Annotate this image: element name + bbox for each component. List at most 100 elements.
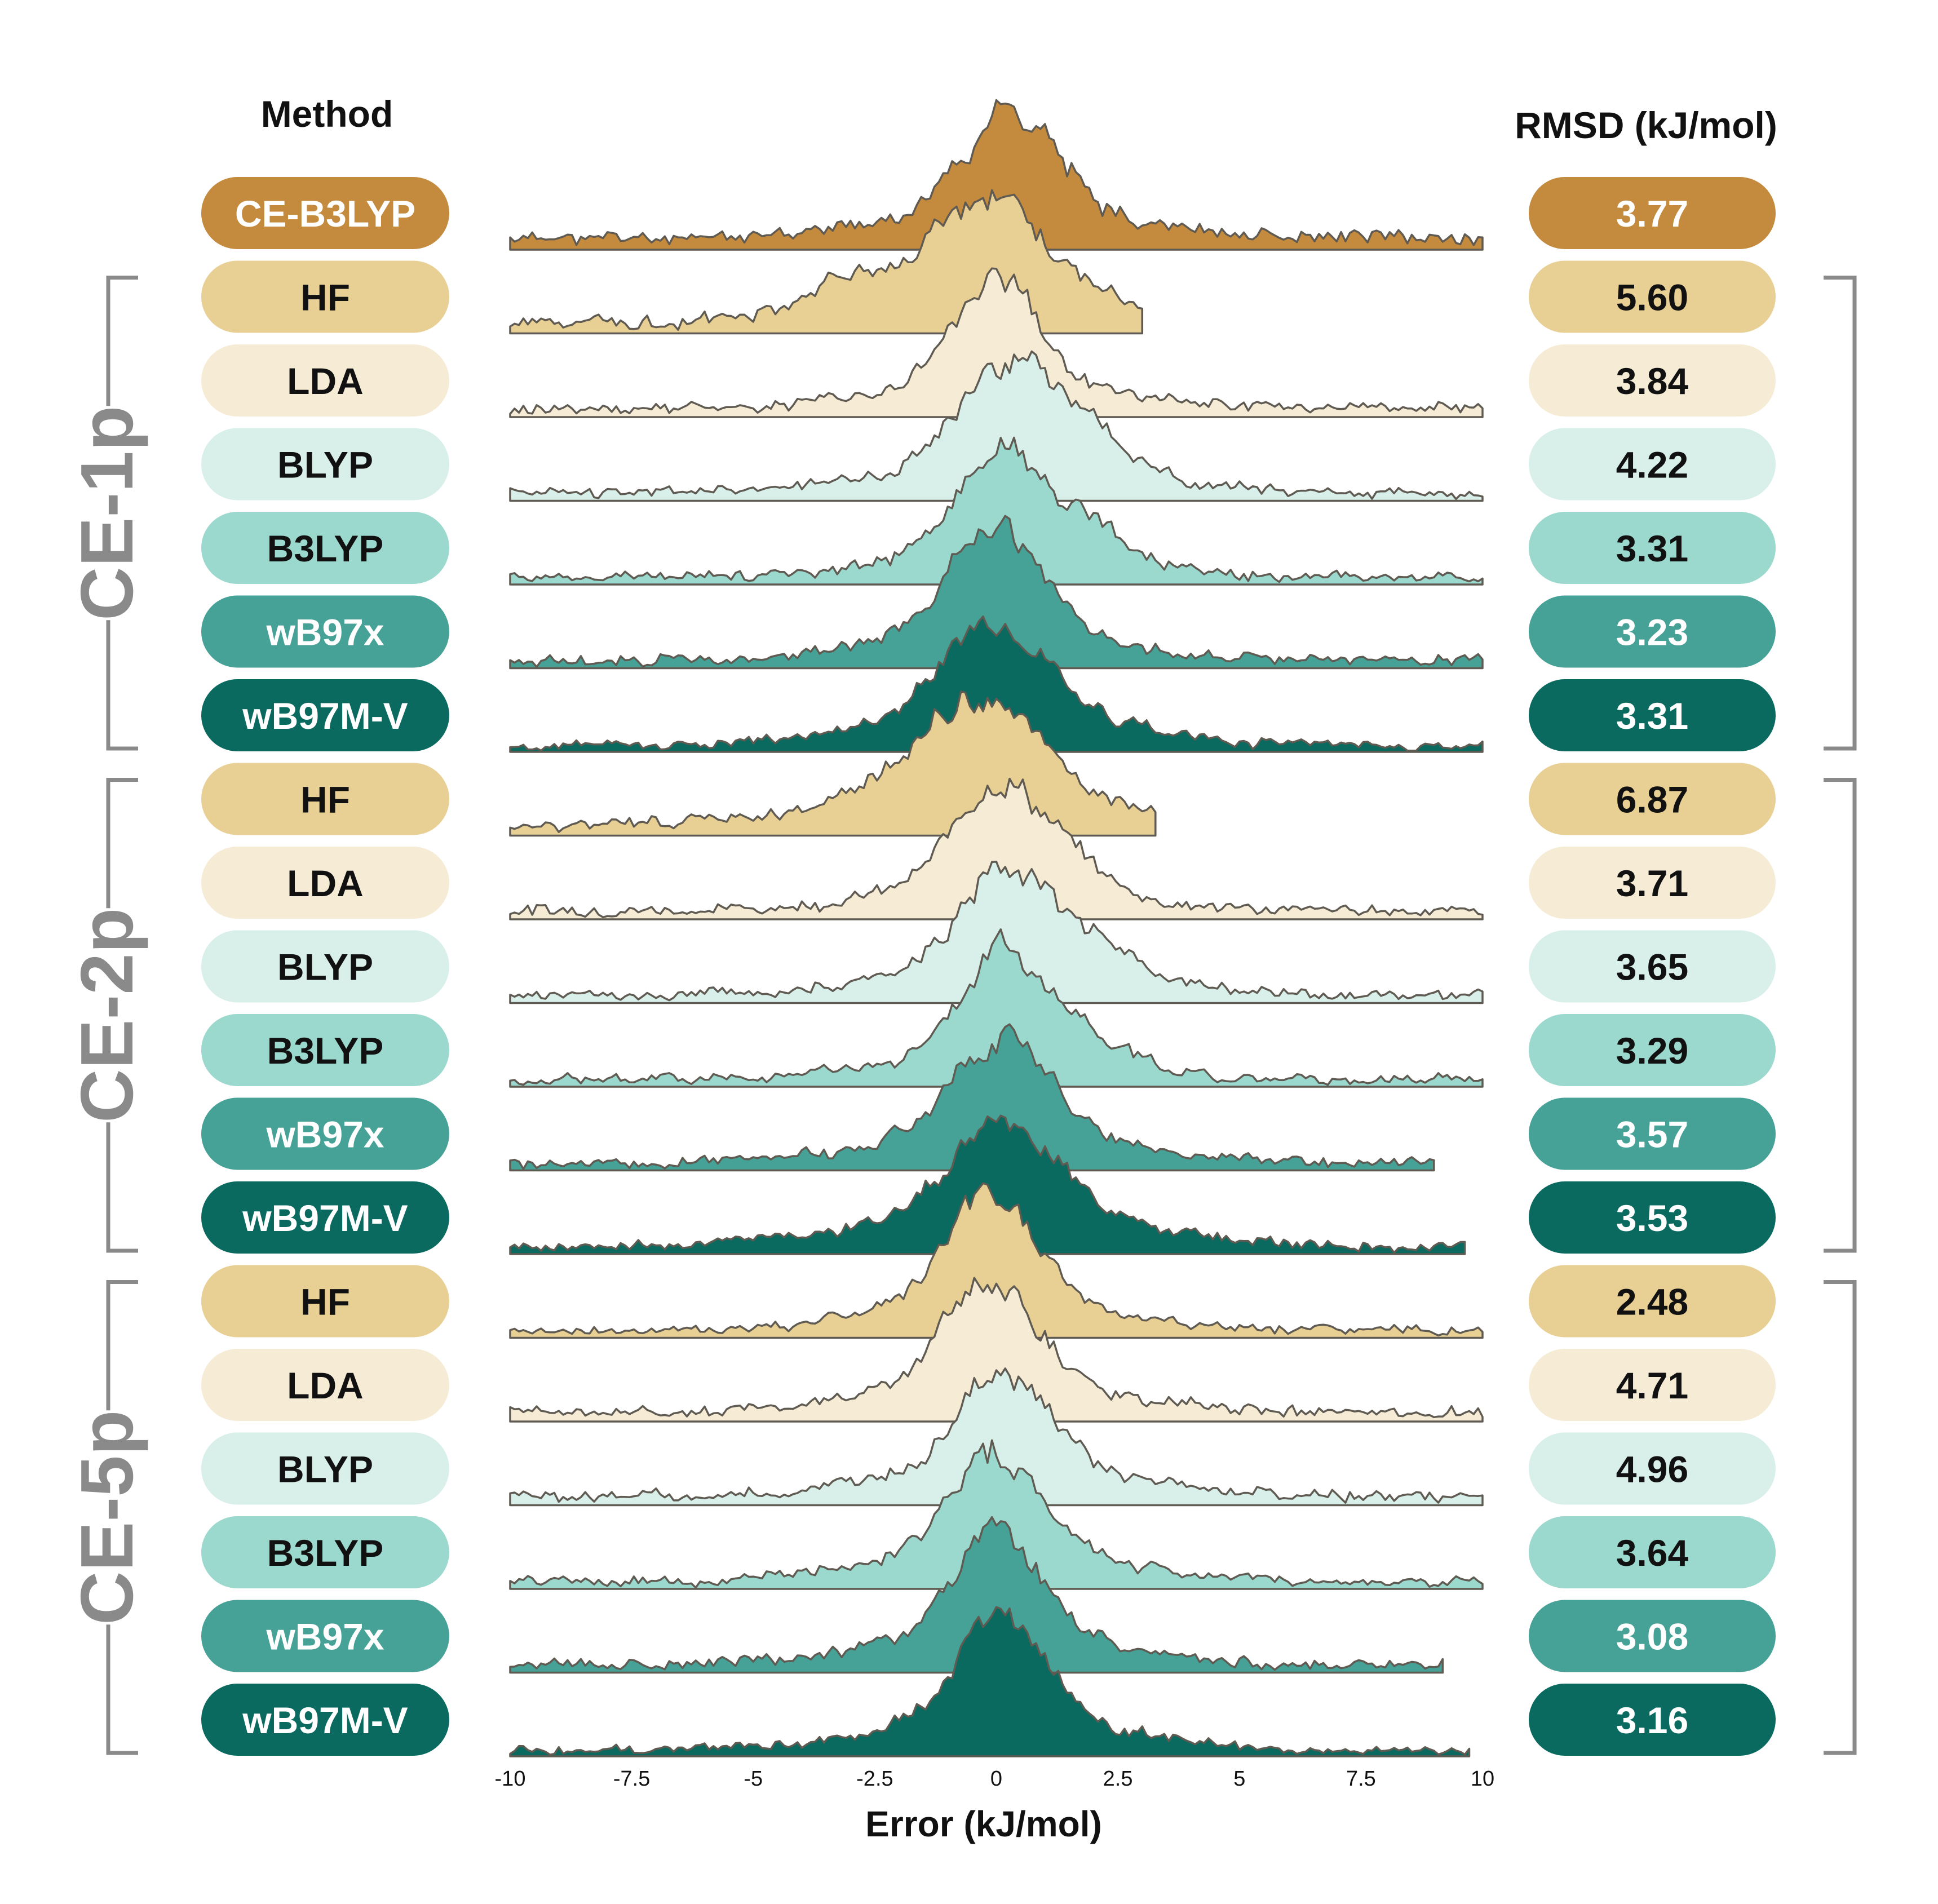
rmsd-pill	[1529, 177, 1776, 249]
bracket-right	[1824, 1280, 1857, 1755]
method-label: LDA	[287, 360, 364, 402]
rmsd-pill	[1529, 1432, 1776, 1505]
rmsd-value: 2.48	[1616, 1281, 1688, 1323]
x-axis: -10 -7.5 -5 -2.5 0 2.5 5 7.5 10	[495, 1767, 1495, 1791]
method-pill	[201, 595, 449, 668]
x-tick-label: 2.5	[1103, 1767, 1133, 1791]
rmsd-value: 3.31	[1616, 528, 1688, 569]
ridge-wb97x-3	[509, 1516, 1444, 1674]
method-label: B3LYP	[267, 1532, 384, 1574]
ridge-areas	[509, 99, 1484, 1757]
rmsd-value: 3.65	[1616, 946, 1688, 988]
ridge-blyp-2	[509, 861, 1484, 1004]
method-label: HF	[300, 779, 350, 821]
x-tick-label: 10	[1471, 1767, 1494, 1791]
ridge-b3lyp-3	[509, 1439, 1484, 1590]
rmsd-pill	[1529, 1181, 1776, 1254]
method-pill	[201, 1516, 449, 1588]
rmsd-column-header: RMSD (kJ/mol)	[1515, 104, 1777, 146]
bracket-left-bottom	[106, 1122, 138, 1253]
bracket-right	[1824, 276, 1857, 751]
ridge-wb97x-1	[509, 515, 1484, 670]
method-label: LDA	[287, 862, 364, 904]
method-pill	[201, 1684, 449, 1756]
ridge-lda-3	[509, 1277, 1484, 1423]
rmsd-pill	[1529, 763, 1776, 835]
method-pill	[201, 1181, 449, 1254]
rmsd-pill	[1529, 428, 1776, 501]
method-label: B3LYP	[267, 1030, 384, 1071]
ridge-hf-3	[509, 1182, 1484, 1339]
method-label: HF	[300, 277, 350, 318]
rmsd-pill	[1529, 679, 1776, 751]
method-pill	[201, 847, 449, 919]
rmsd-value: 4.22	[1616, 444, 1688, 486]
ridge-lda-1	[509, 267, 1484, 418]
bracket-left-bottom	[106, 1624, 138, 1755]
x-tick-label: -2.5	[856, 1767, 893, 1791]
method-pill	[201, 344, 449, 417]
rmsd-pill	[1529, 1014, 1776, 1086]
rmsd-pill	[1529, 930, 1776, 1003]
rmsd-pill	[1529, 1349, 1776, 1421]
x-tick-label: -5	[744, 1767, 763, 1791]
method-pill	[201, 512, 449, 584]
method-pill	[201, 1265, 449, 1338]
rmsd-pill	[1529, 1684, 1776, 1756]
method-pill	[201, 1014, 449, 1086]
ridge-ce-b3lyp-0	[509, 99, 1484, 251]
method-label: B3LYP	[267, 528, 384, 569]
rmsd-pill	[1529, 260, 1776, 333]
ridge-b3lyp-2	[509, 928, 1484, 1088]
ridge-wb97m-v-1	[509, 615, 1484, 753]
method-pill	[201, 260, 449, 333]
method-pill	[201, 177, 449, 249]
bracket-left-top	[106, 1280, 138, 1411]
rmsd-value: 3.29	[1616, 1030, 1688, 1071]
rmsd-pill	[1529, 1265, 1776, 1338]
x-tick-label: 0	[990, 1767, 1002, 1791]
method-label: BLYP	[277, 1449, 373, 1490]
ridge-wb97x-2	[509, 1023, 1435, 1172]
ridge-lda-2	[509, 777, 1484, 920]
rmsd-pill	[1529, 344, 1776, 417]
rmsd-value: 3.53	[1616, 1197, 1688, 1239]
rmsd-value: 4.96	[1616, 1449, 1688, 1490]
rmsd-value: 3.16	[1616, 1699, 1688, 1741]
method-pill	[201, 1600, 449, 1672]
x-tick-label: 5	[1233, 1767, 1245, 1791]
x-axis-label: Error (kJ/mol)	[865, 1804, 1102, 1844]
label-pills: CE-B3LYP 3.77 HF 5.60 LDA 3.84 BLYP 4.22 B3LYP 3.…	[201, 177, 1776, 1756]
ridge-wb97m-v-3	[509, 1606, 1471, 1757]
ridge-b3lyp-1	[509, 436, 1484, 586]
rmsd-value: 5.60	[1616, 277, 1688, 318]
rmsd-value: 3.31	[1616, 695, 1688, 737]
group-label: CE-1p	[65, 406, 148, 621]
rmsd-pill	[1529, 1516, 1776, 1588]
rmsd-value: 6.87	[1616, 779, 1688, 821]
rmsd-value: 3.57	[1616, 1114, 1688, 1155]
method-pill	[201, 1097, 449, 1170]
method-column-header: Method	[261, 93, 393, 135]
x-tick-label: 7.5	[1346, 1767, 1376, 1791]
rmsd-value: 3.71	[1616, 862, 1688, 904]
ridge-blyp-1	[509, 350, 1484, 502]
method-label: CE-B3LYP	[235, 193, 415, 234]
method-pill	[201, 679, 449, 751]
method-pill	[201, 763, 449, 835]
method-label: wB97M-V	[242, 695, 408, 737]
method-label: wB97M-V	[242, 1197, 408, 1239]
method-pill	[201, 1432, 449, 1505]
rmsd-value: 3.23	[1616, 612, 1688, 653]
bracket-right	[1824, 778, 1857, 1253]
rmsd-pill	[1529, 847, 1776, 919]
rmsd-value: 3.84	[1616, 360, 1689, 402]
rmsd-value: 3.08	[1616, 1616, 1688, 1658]
rmsd-value: 4.71	[1616, 1365, 1688, 1406]
bracket-left-bottom	[106, 620, 138, 751]
method-label: wB97M-V	[242, 1699, 408, 1741]
bracket-left-top	[106, 276, 138, 406]
group-brackets: CE-1p CE-2p CE-5p	[65, 276, 1857, 1755]
rmsd-value: 3.77	[1616, 193, 1688, 234]
